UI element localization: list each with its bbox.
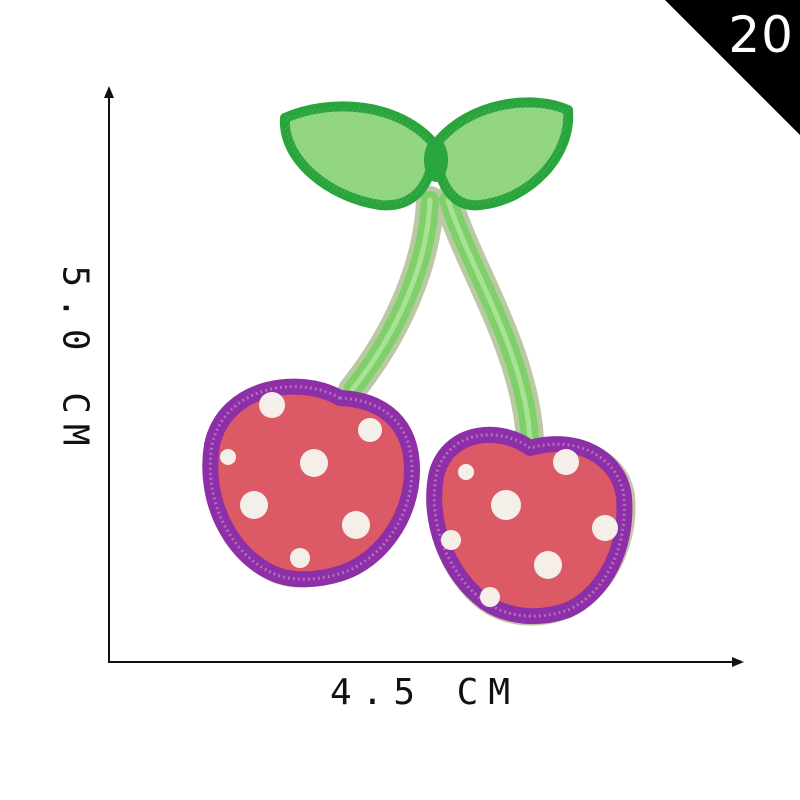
cherry-left-dots bbox=[220, 392, 382, 568]
height-dimension-label: 5.0 CM bbox=[54, 265, 96, 456]
corner-badge-shape bbox=[665, 0, 800, 135]
cherry-right-dots bbox=[441, 449, 618, 607]
width-dimension-label: 4.5 CM bbox=[329, 672, 521, 713]
height-arrow-icon bbox=[104, 86, 114, 98]
cherry-patch-icon bbox=[202, 97, 636, 626]
variant-badge: 20 bbox=[665, 0, 800, 135]
dimension-arrows bbox=[104, 86, 744, 667]
cherry-right bbox=[426, 426, 636, 626]
leaf-knot bbox=[424, 138, 448, 182]
leaf-icon bbox=[279, 97, 574, 211]
width-arrow-icon bbox=[732, 657, 744, 667]
cherry-left bbox=[202, 378, 420, 588]
variant-number: 20 bbox=[728, 6, 794, 64]
